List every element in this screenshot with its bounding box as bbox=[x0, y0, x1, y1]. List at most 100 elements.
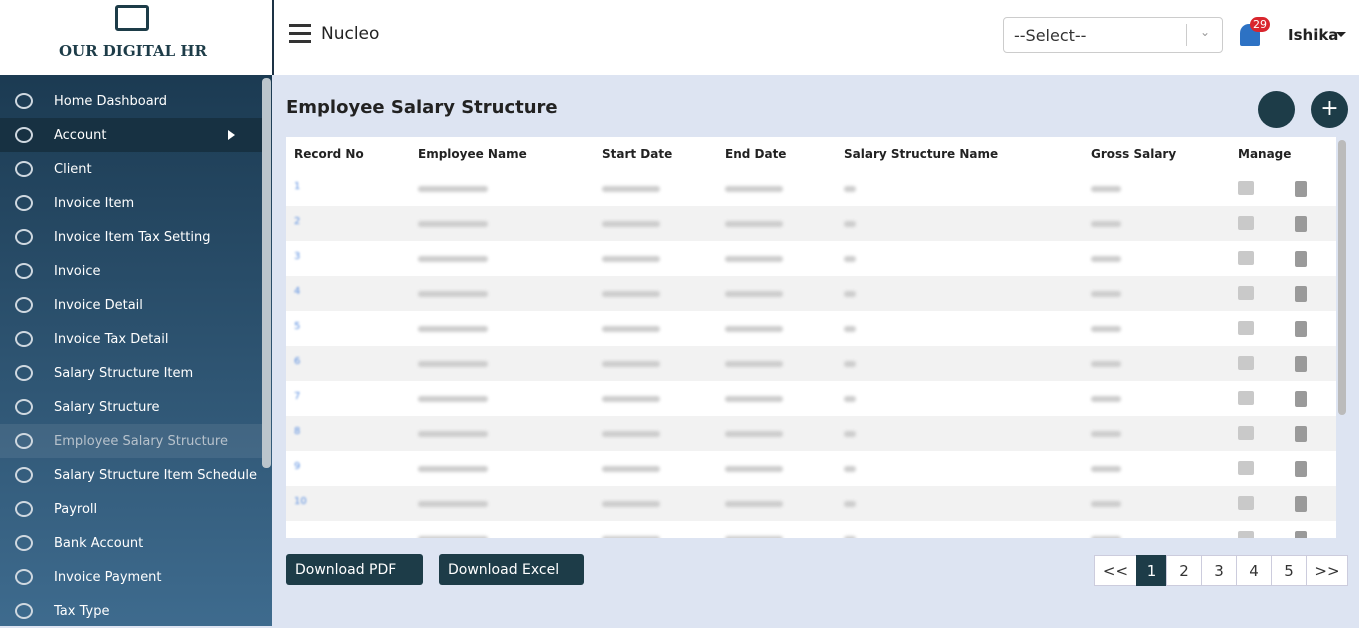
filter-button[interactable] bbox=[1258, 91, 1295, 128]
blurred-cell bbox=[1091, 326, 1121, 332]
sidebar-icon bbox=[15, 297, 33, 313]
delete-icon[interactable] bbox=[1295, 216, 1307, 232]
blurred-cell bbox=[602, 396, 660, 402]
sidebar-item[interactable]: Bank Account bbox=[0, 526, 262, 560]
blurred-cell bbox=[844, 396, 856, 402]
record-no[interactable]: 10 bbox=[294, 496, 307, 507]
sidebar-label: Tax Type bbox=[54, 603, 110, 619]
page-button[interactable]: 1 bbox=[1136, 555, 1167, 586]
blurred-cell bbox=[844, 256, 856, 262]
record-no[interactable]: 2 bbox=[294, 216, 301, 227]
edit-icon[interactable] bbox=[1238, 426, 1254, 440]
sidebar-item[interactable]: Employee Salary Structure bbox=[0, 424, 262, 458]
delete-icon[interactable] bbox=[1295, 531, 1307, 538]
edit-icon[interactable] bbox=[1238, 321, 1254, 335]
edit-icon[interactable] bbox=[1238, 286, 1254, 300]
delete-icon[interactable] bbox=[1295, 496, 1307, 512]
sidebar-scrollbar bbox=[262, 78, 271, 468]
record-no[interactable]: 1 bbox=[294, 181, 301, 192]
sidebar-item[interactable]: Invoice Item bbox=[0, 186, 262, 220]
select[interactable]: --Select-- ⌄ bbox=[1003, 17, 1223, 53]
delete-icon[interactable] bbox=[1295, 426, 1307, 442]
sidebar-label: Client bbox=[54, 161, 92, 177]
blurred-cell bbox=[844, 431, 856, 437]
sidebar-icon bbox=[15, 263, 33, 279]
delete-icon[interactable] bbox=[1295, 251, 1307, 267]
column-header: Salary Structure Name bbox=[844, 147, 999, 161]
table-row bbox=[286, 521, 1336, 538]
edit-icon[interactable] bbox=[1238, 531, 1254, 538]
sidebar-label: Payroll bbox=[54, 501, 98, 517]
blurred-cell bbox=[1091, 536, 1121, 538]
delete-icon[interactable] bbox=[1295, 321, 1307, 337]
record-no[interactable]: 8 bbox=[294, 426, 301, 437]
edit-icon[interactable] bbox=[1238, 181, 1254, 195]
sidebar-label: Invoice Payment bbox=[54, 569, 162, 585]
delete-icon[interactable] bbox=[1295, 286, 1307, 302]
blurred-cell bbox=[602, 431, 660, 437]
delete-icon[interactable] bbox=[1295, 391, 1307, 407]
add-button[interactable]: + bbox=[1311, 91, 1348, 128]
sidebar-item[interactable]: Client bbox=[0, 152, 262, 186]
sidebar-label: Bank Account bbox=[54, 535, 144, 551]
blurred-cell bbox=[418, 291, 488, 297]
page-button[interactable]: >> bbox=[1306, 555, 1348, 586]
sidebar-item[interactable]: Invoice Payment bbox=[0, 560, 262, 594]
sidebar-item[interactable]: Payroll bbox=[0, 492, 262, 526]
table-row: 10 bbox=[286, 486, 1336, 521]
blurred-cell bbox=[725, 186, 783, 192]
sidebar-item[interactable]: Home Dashboard bbox=[0, 84, 262, 118]
record-no[interactable]: 3 bbox=[294, 251, 301, 262]
blurred-cell bbox=[844, 326, 856, 332]
sidebar-icon bbox=[15, 399, 33, 415]
sidebar-item[interactable]: Invoice Detail bbox=[0, 288, 262, 322]
page-button[interactable]: << bbox=[1094, 555, 1137, 586]
edit-icon[interactable] bbox=[1238, 251, 1254, 265]
page-button[interactable]: 5 bbox=[1271, 555, 1307, 586]
blurred-cell bbox=[844, 501, 856, 507]
record-no[interactable]: 9 bbox=[294, 461, 301, 472]
sidebar-item[interactable]: Invoice bbox=[0, 254, 262, 288]
sidebar-item[interactable]: Salary Structure Item Schedule bbox=[0, 458, 262, 492]
blurred-cell bbox=[1091, 186, 1121, 192]
logo: OUR DIGITAL HR bbox=[0, 0, 274, 75]
edit-icon[interactable] bbox=[1238, 496, 1254, 510]
sidebar-item[interactable]: Invoice Tax Detail bbox=[0, 322, 262, 356]
user-name[interactable]: Ishika bbox=[1288, 26, 1339, 44]
sidebar-item[interactable]: Tax Type bbox=[0, 594, 262, 628]
page-button[interactable]: 3 bbox=[1201, 555, 1237, 586]
edit-icon[interactable] bbox=[1238, 461, 1254, 475]
blurred-cell bbox=[418, 326, 488, 332]
menu-icon[interactable] bbox=[289, 24, 311, 27]
sidebar-item[interactable]: Invoice Item Tax Setting bbox=[0, 220, 262, 254]
edit-icon[interactable] bbox=[1238, 216, 1254, 230]
table-row: 3 bbox=[286, 241, 1336, 276]
sidebar-icon bbox=[15, 501, 33, 517]
delete-icon[interactable] bbox=[1295, 181, 1307, 197]
record-no[interactable]: 5 bbox=[294, 321, 301, 332]
table-row: 9 bbox=[286, 451, 1336, 486]
edit-icon[interactable] bbox=[1238, 356, 1254, 370]
blurred-cell bbox=[602, 221, 660, 227]
record-no[interactable]: 6 bbox=[294, 356, 301, 367]
record-no[interactable]: 4 bbox=[294, 286, 301, 297]
sidebar-label: Invoice Detail bbox=[54, 297, 143, 313]
blurred-cell bbox=[418, 221, 488, 227]
edit-icon[interactable] bbox=[1238, 391, 1254, 405]
delete-icon[interactable] bbox=[1295, 356, 1307, 372]
sidebar-item[interactable]: Salary Structure bbox=[0, 390, 262, 424]
delete-icon[interactable] bbox=[1295, 461, 1307, 477]
sidebar-label: Invoice Item Tax Setting bbox=[54, 229, 211, 245]
table-row: 7 bbox=[286, 381, 1336, 416]
sidebar-label: Home Dashboard bbox=[54, 93, 168, 109]
download-pdf[interactable]: Download PDF bbox=[286, 554, 423, 585]
sidebar-item[interactable]: Salary Structure Item bbox=[0, 356, 262, 390]
download-excel[interactable]: Download Excel bbox=[439, 554, 584, 585]
sidebar-label: Account bbox=[54, 127, 107, 143]
table-row: 5 bbox=[286, 311, 1336, 346]
blurred-cell bbox=[602, 186, 660, 192]
page-button[interactable]: 4 bbox=[1236, 555, 1272, 586]
record-no[interactable]: 7 bbox=[294, 391, 301, 402]
sidebar-item[interactable]: Account bbox=[0, 118, 262, 152]
page-button[interactable]: 2 bbox=[1166, 555, 1202, 586]
